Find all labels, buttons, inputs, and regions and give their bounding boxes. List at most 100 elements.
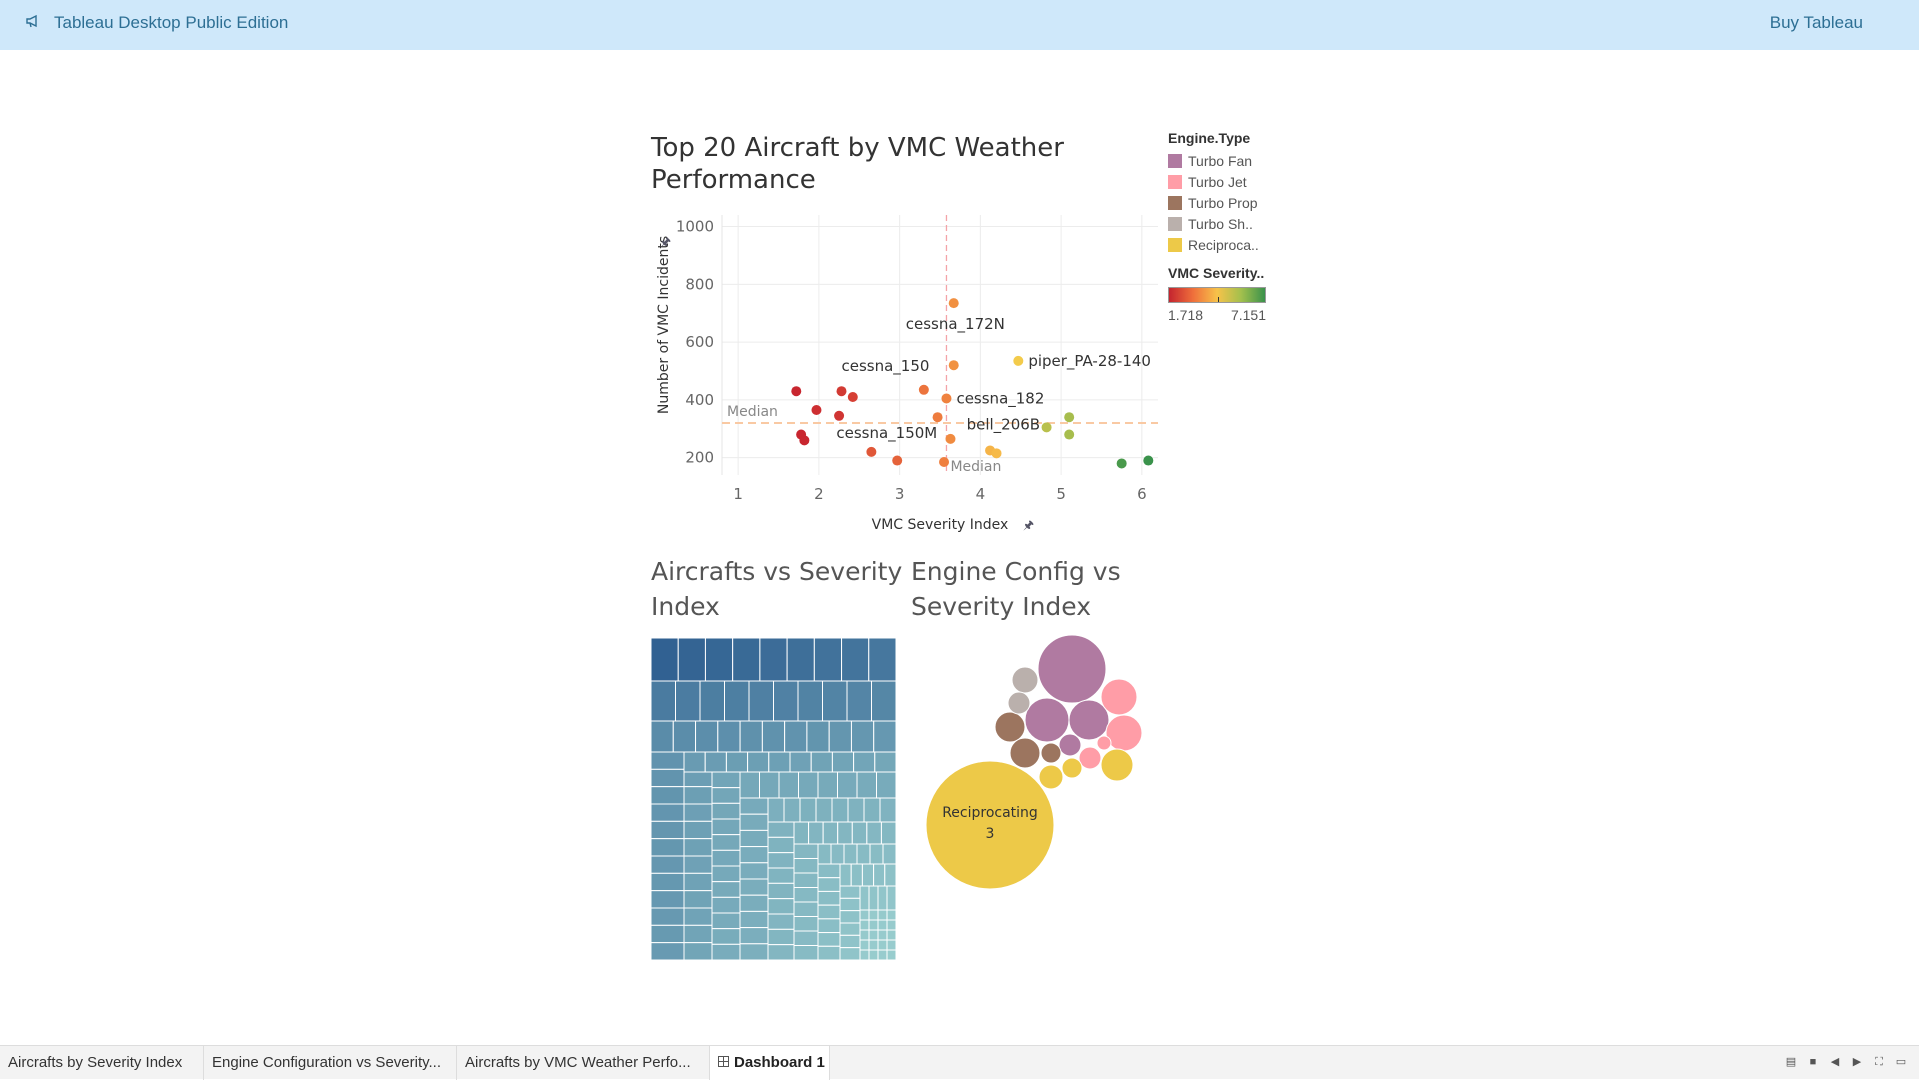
treemap-cell[interactable]	[868, 929, 879, 941]
treemap-cell[interactable]	[651, 872, 685, 892]
bubble[interactable]	[1024, 697, 1070, 743]
tab-aircrafts-by-vmc[interactable]: Aircrafts by VMC Weather Perfo...	[457, 1046, 710, 1080]
treemap-cell[interactable]	[868, 949, 879, 960]
treemap-cell[interactable]	[793, 821, 810, 845]
treemap-cell[interactable]	[767, 852, 795, 869]
treemap-cell[interactable]	[876, 771, 897, 799]
engine-legend-item[interactable]: Turbo Prop	[1168, 192, 1288, 213]
treemap-cell[interactable]	[817, 890, 841, 906]
treemap-cell[interactable]	[793, 858, 819, 874]
treemap-cell[interactable]	[839, 934, 861, 949]
engine-legend-item[interactable]: Turbo Jet	[1168, 171, 1288, 192]
scatter-point[interactable]	[948, 298, 959, 309]
treemap-cell[interactable]	[810, 751, 833, 773]
treemap-cell[interactable]	[793, 901, 819, 917]
treemap-cell[interactable]	[711, 849, 741, 867]
treemap-cell[interactable]	[683, 751, 706, 773]
treemap-cell[interactable]	[886, 919, 896, 931]
treemap-cell[interactable]	[831, 751, 855, 773]
treemap-cell[interactable]	[739, 720, 763, 753]
scatter-point[interactable]	[847, 392, 858, 402]
buy-tableau-link[interactable]: Buy Tableau	[1769, 13, 1863, 32]
treemap-cell[interactable]	[879, 797, 896, 823]
treemap-cell[interactable]	[799, 797, 817, 823]
treemap-cell[interactable]	[767, 944, 795, 960]
treemap-cell[interactable]	[768, 751, 791, 773]
bubble[interactable]	[1105, 714, 1143, 752]
scatter-points[interactable]	[791, 298, 1154, 469]
scatter-point[interactable]	[1116, 458, 1127, 469]
treemap-cell[interactable]	[651, 907, 685, 926]
bubble[interactable]	[1068, 699, 1110, 741]
treemap-cell[interactable]	[711, 928, 741, 945]
scatter-point[interactable]	[939, 457, 950, 467]
treemap-cell[interactable]	[815, 797, 833, 823]
bubble-group[interactable]	[925, 634, 1143, 890]
treemap-cell[interactable]	[651, 855, 685, 874]
scatter-point[interactable]	[836, 386, 847, 397]
treemap-cell[interactable]	[739, 910, 769, 929]
engine-legend-item[interactable]: Turbo Fan	[1168, 150, 1288, 171]
treemap-cell[interactable]	[817, 918, 841, 934]
treemap-cell[interactable]	[739, 943, 769, 960]
bubble[interactable]	[1078, 746, 1102, 770]
treemap-cell[interactable]	[767, 867, 795, 884]
treemap-cell[interactable]	[839, 897, 861, 912]
treemap-cell[interactable]	[739, 813, 769, 831]
treemap-cell[interactable]	[651, 820, 685, 840]
treemap-cell[interactable]	[817, 945, 841, 960]
treemap-cell[interactable]	[856, 771, 877, 799]
treemap-cell[interactable]	[798, 771, 819, 799]
treemap-cell[interactable]	[843, 843, 858, 865]
treemap-cell[interactable]	[677, 638, 706, 682]
treemap-cell[interactable]	[699, 680, 725, 722]
engine-legend-item[interactable]: Turbo Sh..	[1168, 213, 1288, 234]
treemap-cell[interactable]	[767, 898, 795, 915]
next-sheet-icon[interactable]: ▶	[1852, 1056, 1862, 1068]
treemap-cell[interactable]	[817, 877, 841, 892]
treemap-cell[interactable]	[882, 843, 896, 865]
treemap-cell[interactable]	[868, 909, 879, 921]
treemap-cell[interactable]	[651, 720, 674, 753]
treemap-cell[interactable]	[651, 890, 685, 909]
treemap-cell[interactable]	[683, 786, 713, 805]
treemap-cell[interactable]	[877, 949, 888, 960]
tab-dashboard-1[interactable]: Dashboard 1	[710, 1046, 830, 1080]
engine-type-legend[interactable]: Turbo Fan Turbo Jet Turbo Prop Turbo Sh.. Re…	[1168, 150, 1288, 255]
treemap-cell[interactable]	[886, 909, 896, 921]
treemap-cell[interactable]	[837, 771, 858, 799]
treemap-cell[interactable]	[822, 680, 848, 722]
treemap-cell[interactable]	[877, 919, 888, 931]
treemap-cell[interactable]	[793, 843, 819, 859]
treemap-cell[interactable]	[739, 927, 769, 945]
treemap-cell[interactable]	[747, 751, 770, 773]
treemap-cell[interactable]	[828, 720, 852, 753]
bubble[interactable]	[1061, 757, 1083, 779]
scatter-point[interactable]	[892, 455, 903, 466]
tab-engine-configuration[interactable]: Engine Configuration vs Severity...	[204, 1046, 457, 1080]
treemap-cell[interactable]	[806, 720, 830, 753]
scatter-point[interactable]	[834, 410, 845, 421]
treemap-cell[interactable]	[761, 720, 786, 753]
treemap-cell[interactable]	[732, 638, 761, 682]
treemap-cell[interactable]	[767, 882, 795, 900]
bubble[interactable]	[994, 711, 1026, 743]
treemap-cell[interactable]	[711, 912, 741, 930]
treemap-cell[interactable]	[863, 797, 881, 823]
treemap-cell[interactable]	[861, 863, 875, 887]
treemap-cell[interactable]	[739, 771, 760, 799]
treemap-cell[interactable]	[789, 751, 812, 773]
treemap-cell[interactable]	[672, 720, 697, 753]
treemap-cell[interactable]	[874, 751, 896, 773]
treemap-cell[interactable]	[724, 680, 750, 722]
show-filmstrip-icon[interactable]: ■	[1809, 1056, 1817, 1068]
treemap-cell[interactable]	[868, 885, 879, 911]
treemap-cell[interactable]	[886, 939, 896, 951]
bubble[interactable]	[1100, 678, 1138, 716]
show-sheets-icon[interactable]: ▤	[1785, 1056, 1797, 1068]
treemap-cell[interactable]	[873, 720, 896, 753]
treemap-cell[interactable]	[711, 896, 741, 914]
treemap-cell[interactable]	[683, 924, 713, 944]
treemap-cell[interactable]	[869, 843, 884, 865]
treemap-cell[interactable]	[868, 939, 879, 951]
